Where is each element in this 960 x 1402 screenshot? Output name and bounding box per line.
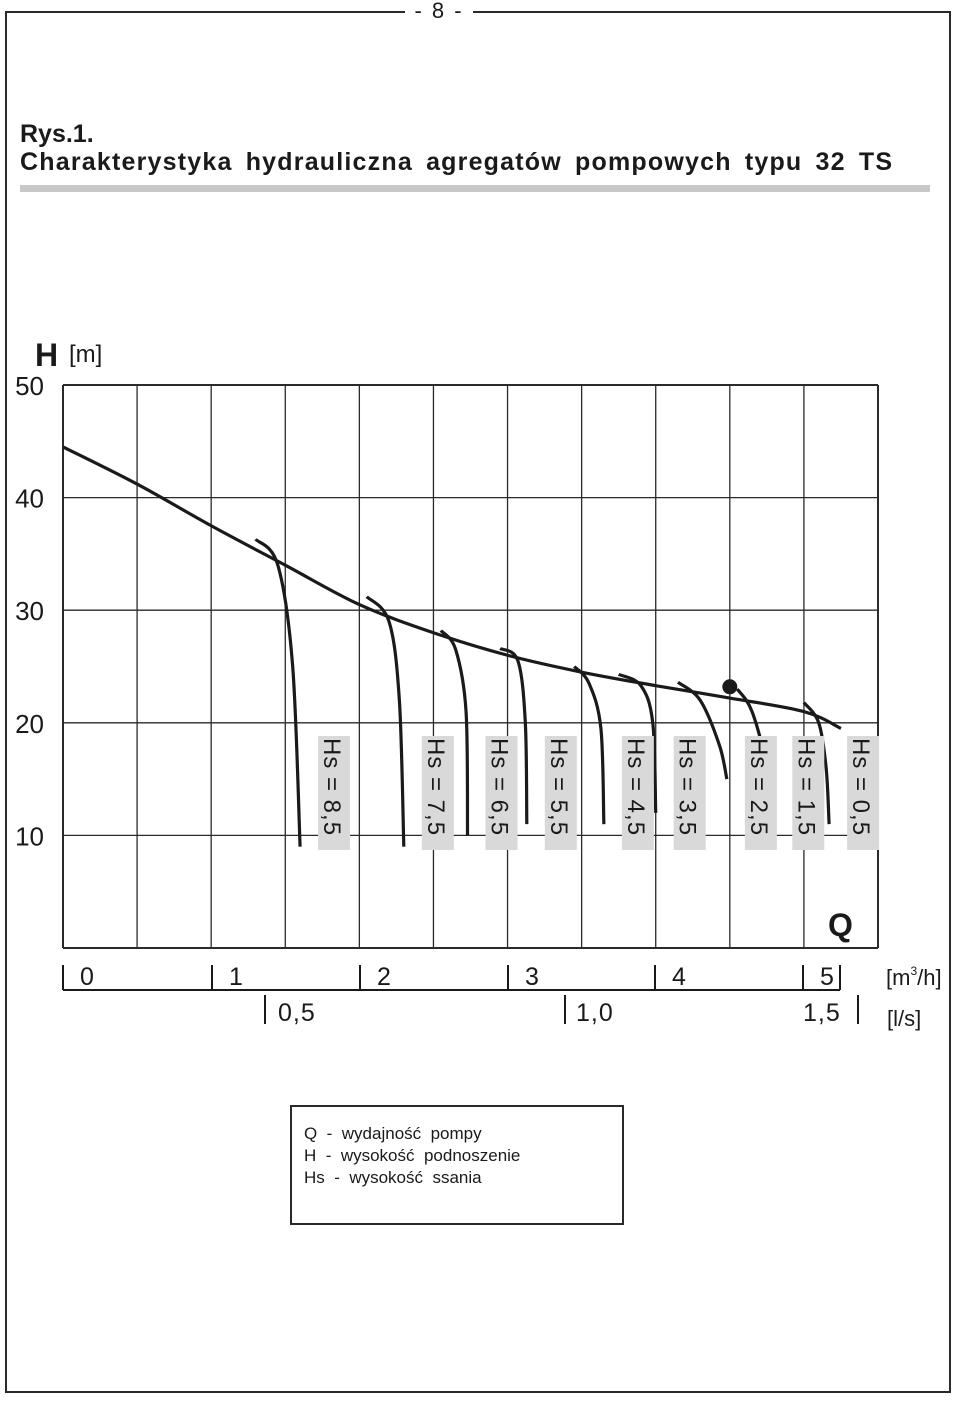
chart-grid <box>62 384 879 949</box>
figure-label: Rys.1. <box>20 120 94 148</box>
unit-suffix: /h] <box>917 965 941 990</box>
branch-curve <box>573 665 606 825</box>
branch-label: Hs = 0,5 <box>847 738 874 836</box>
x-secondary-tick-label: 1,5 <box>803 999 841 1027</box>
chart-axes: 50 40 30 20 10 H [m] Q 0 1 2 3 4 5 [m3/h] 0,5 1,0 1,5 [l/s… <box>15 337 942 1031</box>
branch-label-group: Hs = 7,5 <box>421 736 454 850</box>
branch-label: Hs = 7,5 <box>422 738 449 836</box>
branch-label: Hs = 3,5 <box>674 738 701 836</box>
branch-curve <box>365 595 406 847</box>
branch-label-background <box>847 736 880 850</box>
legend-line-q: Q - wydajność pompy <box>304 1124 482 1143</box>
operating-point-marker <box>722 679 738 695</box>
pump-characteristic-chart: Hs = 8,5 Hs = 7,5 Hs = 6,5 Hs = 5,5 Hs = 4,5… <box>15 337 942 1031</box>
figure-title: Charakterystyka hydrauliczna agregatów p… <box>20 148 894 176</box>
x-secondary-unit: [l/s] <box>887 1006 921 1031</box>
page-number-mask <box>405 0 473 24</box>
branch-label-background <box>744 736 777 850</box>
branch-label-background <box>792 736 825 850</box>
unit-superscript: 3 <box>910 964 917 978</box>
branch-labels: Hs = 8,5 Hs = 7,5 Hs = 6,5 Hs = 5,5 Hs = 4,5… <box>318 736 880 850</box>
branch-label-background <box>673 736 706 850</box>
branch-label-background <box>621 736 654 850</box>
branch-label-group: Hs = 6,5 <box>485 736 518 850</box>
x-primary-unit: [m3/h] <box>886 964 942 990</box>
branch-label-group: Hs = 2,5 <box>744 736 777 850</box>
x-axis-symbol: Q <box>828 907 853 943</box>
y-axis-unit: [m] <box>69 341 102 368</box>
page-number: - 8 - <box>414 0 464 23</box>
title-underline <box>20 185 930 192</box>
x-primary-tick-label: 2 <box>377 963 391 991</box>
x-secondary-tick-label: 1,0 <box>576 999 614 1027</box>
branch-label: Hs = 5,5 <box>545 738 572 836</box>
x-primary-tick-label: 0 <box>80 963 94 991</box>
y-tick-label: 10 <box>15 821 44 851</box>
branch-label: Hs = 4,5 <box>622 738 649 836</box>
branch-label: Hs = 2,5 <box>745 738 772 836</box>
branch-label-group: Hs = 0,5 <box>847 736 880 850</box>
branch-curve <box>439 629 470 836</box>
x-primary-tick-label: 1 <box>229 963 243 991</box>
y-tick-label: 40 <box>15 484 44 514</box>
branch-label: Hs = 8,5 <box>318 738 345 836</box>
branch-label: Hs = 1,5 <box>792 738 819 836</box>
branch-label-group: Hs = 1,5 <box>792 736 825 850</box>
branch-label-background <box>421 736 454 850</box>
y-tick-label: 20 <box>15 709 44 739</box>
branch-label-background <box>318 736 351 850</box>
page-frame <box>5 11 951 1393</box>
legend-line-hs: Hs - wysokość ssania <box>304 1168 482 1187</box>
branch-label-group: Hs = 4,5 <box>621 736 654 850</box>
branch-curve <box>254 538 302 847</box>
branch-label-group: Hs = 5,5 <box>544 736 577 850</box>
branch-curve <box>499 647 529 825</box>
legend-line-h: H - wysokość podnoszenie <box>304 1146 521 1165</box>
y-tick-label: 30 <box>15 596 44 626</box>
legend-box: Q - wydajność pompy H - wysokość podnosz… <box>290 1105 624 1225</box>
branch-label: Hs = 6,5 <box>486 738 513 836</box>
x-primary-tick-label: 3 <box>525 963 539 991</box>
x-primary-tick-label: 5 <box>820 963 834 991</box>
y-axis-symbol: H <box>35 337 58 373</box>
x-primary-tick-label: 4 <box>672 963 686 991</box>
branch-label-group: Hs = 3,5 <box>673 736 706 850</box>
branch-label-background <box>485 736 518 850</box>
branch-label-group: Hs = 8,5 <box>318 736 351 850</box>
branch-curve <box>617 672 658 813</box>
branch-curve <box>676 680 729 780</box>
x-secondary-tick-label: 0,5 <box>278 999 316 1027</box>
y-tick-label: 50 <box>15 371 44 401</box>
branch-label-background <box>544 736 577 850</box>
